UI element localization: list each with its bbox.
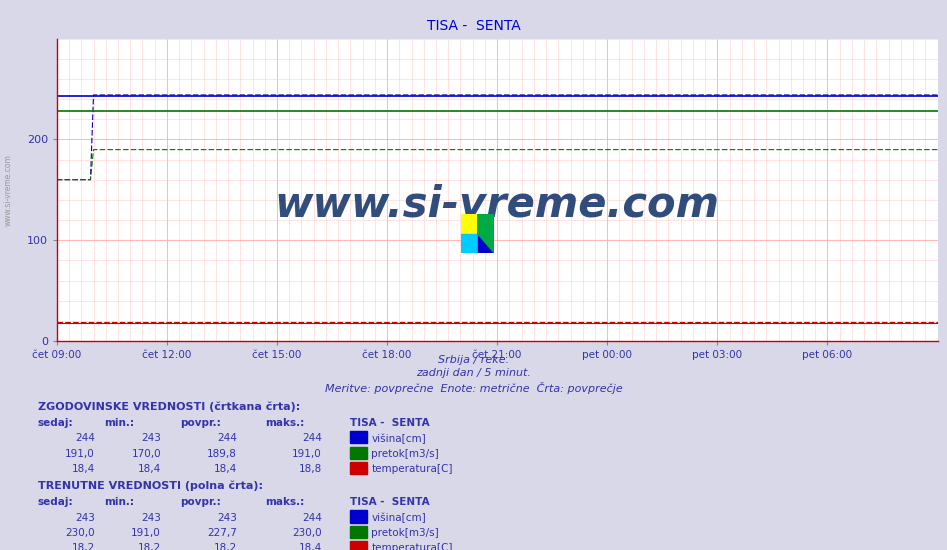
Text: Meritve: povprečne  Enote: metrične  Črta: povprečje: Meritve: povprečne Enote: metrične Črta:…: [325, 382, 622, 394]
Text: TISA -  SENTA: TISA - SENTA: [427, 19, 520, 33]
Text: 244: 244: [302, 433, 322, 443]
Text: TISA -  SENTA: TISA - SENTA: [350, 418, 430, 428]
Text: 230,0: 230,0: [293, 528, 322, 538]
Text: zadnji dan / 5 minut.: zadnji dan / 5 minut.: [416, 368, 531, 378]
Text: pretok[m3/s]: pretok[m3/s]: [371, 528, 439, 538]
Text: 191,0: 191,0: [132, 528, 161, 538]
Text: višina[cm]: višina[cm]: [371, 433, 426, 444]
Text: 18,4: 18,4: [71, 464, 95, 474]
Text: 18,2: 18,2: [213, 543, 237, 550]
Text: 18,8: 18,8: [298, 464, 322, 474]
Text: ZGODOVINSKE VREDNOSTI (črtkana črta):: ZGODOVINSKE VREDNOSTI (črtkana črta):: [38, 402, 300, 412]
Text: 18,2: 18,2: [137, 543, 161, 550]
Text: TRENUTNE VREDNOSTI (polna črta):: TRENUTNE VREDNOSTI (polna črta):: [38, 481, 263, 491]
Text: pretok[m3/s]: pretok[m3/s]: [371, 449, 439, 459]
Text: www.si-vreme.com: www.si-vreme.com: [4, 154, 13, 226]
Text: 170,0: 170,0: [132, 449, 161, 459]
Text: Srbija / reke.: Srbija / reke.: [438, 355, 509, 365]
Text: sedaj:: sedaj:: [38, 497, 74, 507]
Text: 189,8: 189,8: [206, 449, 237, 459]
Text: min.:: min.:: [104, 497, 134, 507]
Text: sedaj:: sedaj:: [38, 418, 74, 428]
Text: višina[cm]: višina[cm]: [371, 513, 426, 523]
Text: temperatura[C]: temperatura[C]: [371, 543, 453, 550]
Bar: [461, 214, 478, 234]
Text: 18,4: 18,4: [298, 543, 322, 550]
Text: povpr.:: povpr.:: [180, 497, 221, 507]
Text: 18,2: 18,2: [71, 543, 95, 550]
Text: 243: 243: [217, 513, 237, 522]
Text: maks.:: maks.:: [265, 497, 304, 507]
Text: 243: 243: [75, 513, 95, 522]
Bar: [478, 234, 494, 253]
Text: povpr.:: povpr.:: [180, 418, 221, 428]
Text: min.:: min.:: [104, 418, 134, 428]
Text: 243: 243: [141, 433, 161, 443]
Text: 244: 244: [302, 513, 322, 522]
Text: 191,0: 191,0: [65, 449, 95, 459]
Polygon shape: [461, 234, 478, 253]
Text: TISA -  SENTA: TISA - SENTA: [350, 497, 430, 507]
Text: 227,7: 227,7: [206, 528, 237, 538]
Text: 18,4: 18,4: [137, 464, 161, 474]
Text: 191,0: 191,0: [293, 449, 322, 459]
Text: 18,4: 18,4: [213, 464, 237, 474]
Text: maks.:: maks.:: [265, 418, 304, 428]
Text: 244: 244: [217, 433, 237, 443]
Text: 244: 244: [75, 433, 95, 443]
Polygon shape: [478, 214, 494, 253]
Text: www.si-vreme.com: www.si-vreme.com: [275, 184, 720, 226]
Text: 243: 243: [141, 513, 161, 522]
Text: temperatura[C]: temperatura[C]: [371, 464, 453, 474]
Text: 230,0: 230,0: [65, 528, 95, 538]
